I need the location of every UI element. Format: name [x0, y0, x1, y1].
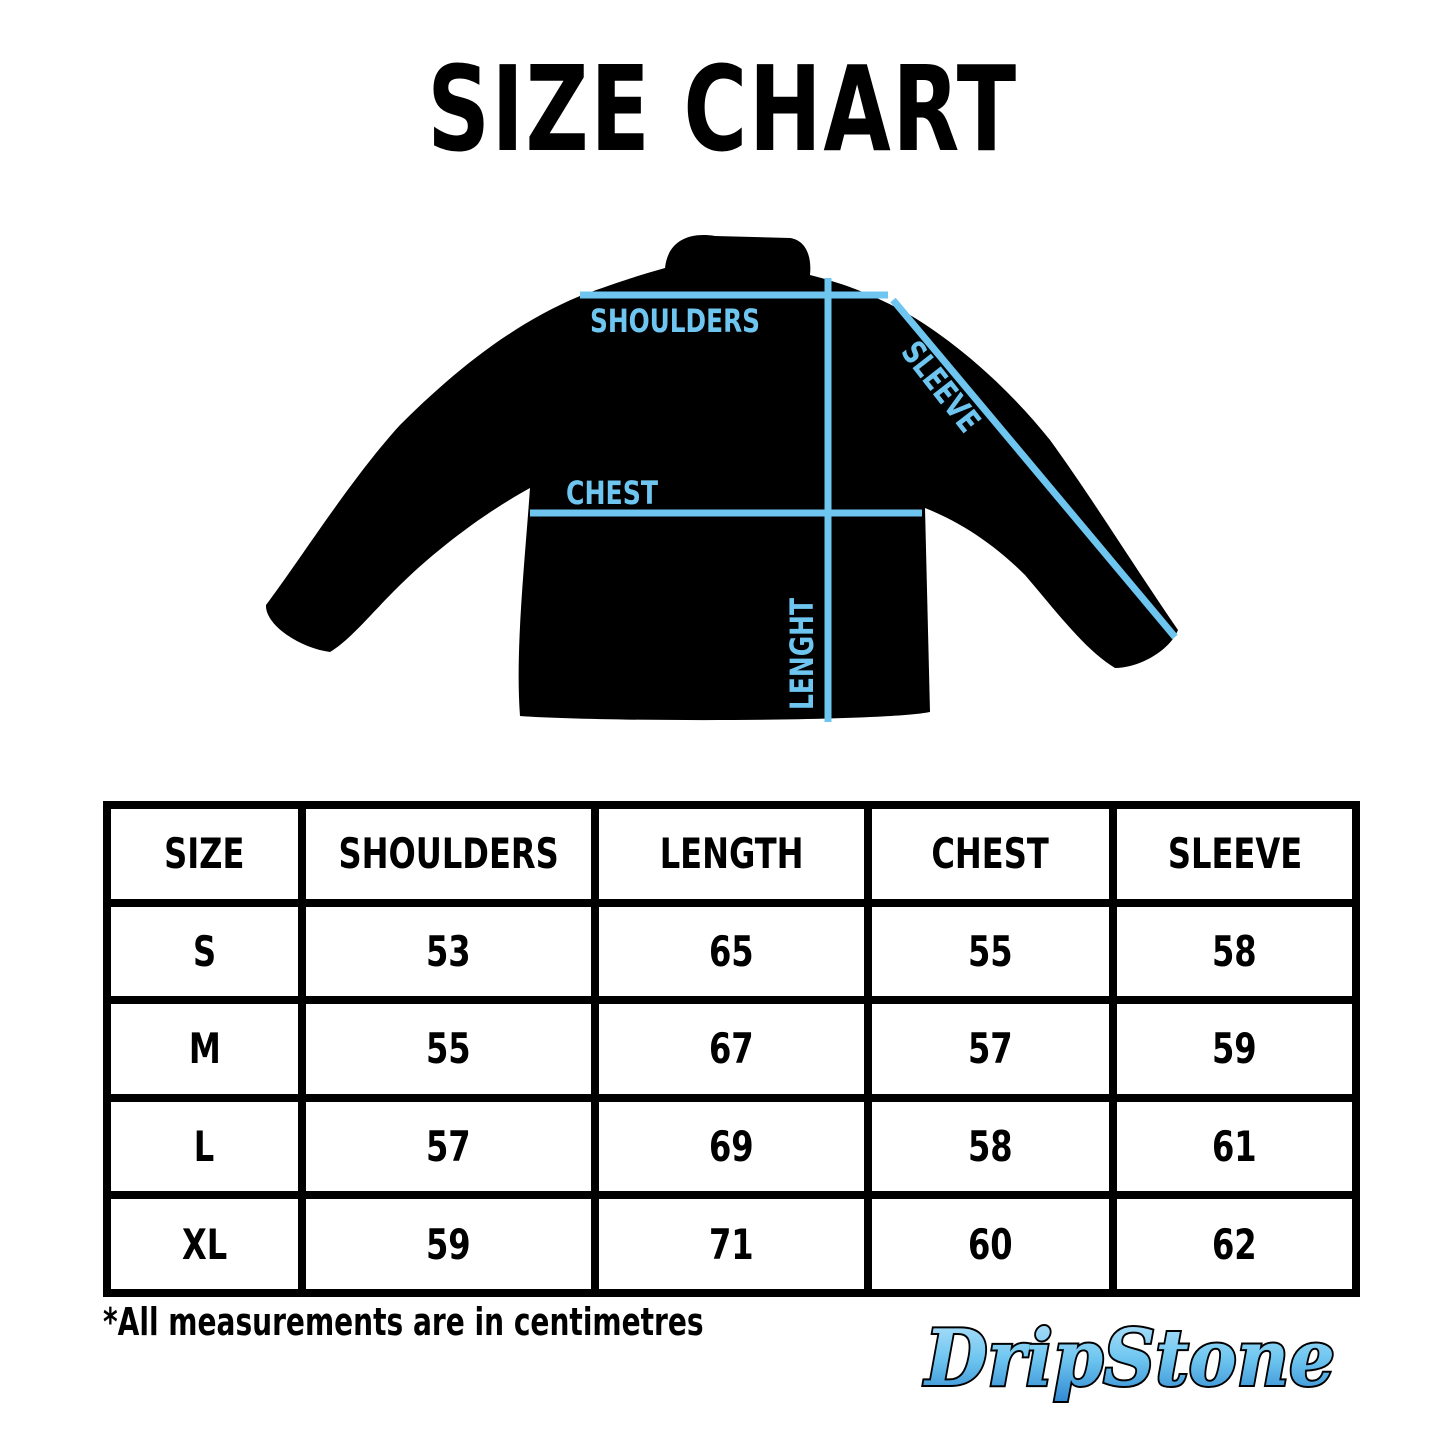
- cell: 55: [426, 1024, 471, 1074]
- measurement-note: *All measurements are in centimetres: [103, 1300, 704, 1344]
- header-size: SIZE: [164, 829, 245, 879]
- cell: 61: [1212, 1122, 1257, 1172]
- cell: 59: [1212, 1024, 1257, 1074]
- header-length: LENGTH: [659, 829, 804, 879]
- cell: L: [194, 1122, 215, 1172]
- cell: 57: [968, 1024, 1013, 1074]
- length-label: LENGHT: [783, 598, 821, 710]
- table-row: XL 59 71 60 62: [103, 1191, 1360, 1297]
- table-row: M 55 67 57 59: [103, 996, 1360, 1102]
- table-header-row: SIZE SHOULDERS LENGTH CHEST SLEEVE: [103, 801, 1360, 907]
- size-table: SIZE SHOULDERS LENGTH CHEST SLEEVE S 53 …: [103, 801, 1360, 1297]
- dripstone-logo: DripStone: [921, 1311, 1337, 1406]
- cell: XL: [181, 1219, 228, 1269]
- cell: 62: [1212, 1219, 1257, 1269]
- header-sleeve: SLEEVE: [1167, 829, 1302, 879]
- cell: S: [192, 926, 217, 976]
- jacket-silhouette: [265, 235, 1178, 721]
- table-row: L 57 69 58 61: [103, 1093, 1360, 1200]
- cell: 65: [709, 926, 754, 976]
- logo-text: DripStone: [923, 1313, 1335, 1404]
- cell: 57: [426, 1122, 471, 1172]
- cell: 58: [1212, 926, 1257, 976]
- cell: 55: [968, 926, 1013, 976]
- header-shoulders: SHOULDERS: [338, 829, 559, 879]
- cell: 53: [426, 926, 471, 976]
- shoulders-label: SHOULDERS: [590, 302, 760, 340]
- jacket-diagram: SHOULDERS CHEST SLEEVE LENGHT: [265, 235, 1178, 722]
- cell: 58: [968, 1122, 1013, 1172]
- cell: 59: [426, 1219, 471, 1269]
- chest-label: CHEST: [566, 474, 658, 512]
- cell: 60: [968, 1219, 1013, 1269]
- header-chest: CHEST: [931, 829, 1050, 879]
- cell: 69: [709, 1122, 754, 1172]
- cell: 67: [709, 1024, 754, 1074]
- sleeve-line: [890, 297, 1178, 640]
- page-title: SIZE CHART: [427, 40, 1018, 178]
- cell: 71: [709, 1219, 754, 1269]
- cell: M: [188, 1024, 221, 1074]
- table-row: S 53 65 55 58: [103, 898, 1360, 1005]
